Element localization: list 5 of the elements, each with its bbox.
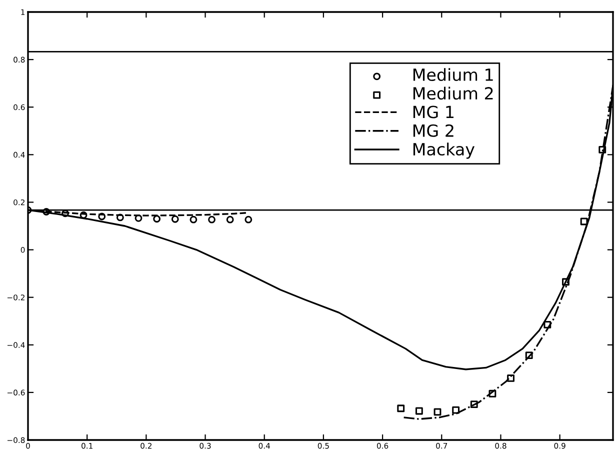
- legend-label: Medium 2: [413, 86, 493, 100]
- legend-label: MG 1: [413, 106, 454, 118]
- legend-label: Medium 1: [413, 68, 493, 82]
- legend-label: Mackay: [413, 142, 475, 159]
- legend-label: MG 2: [413, 124, 454, 137]
